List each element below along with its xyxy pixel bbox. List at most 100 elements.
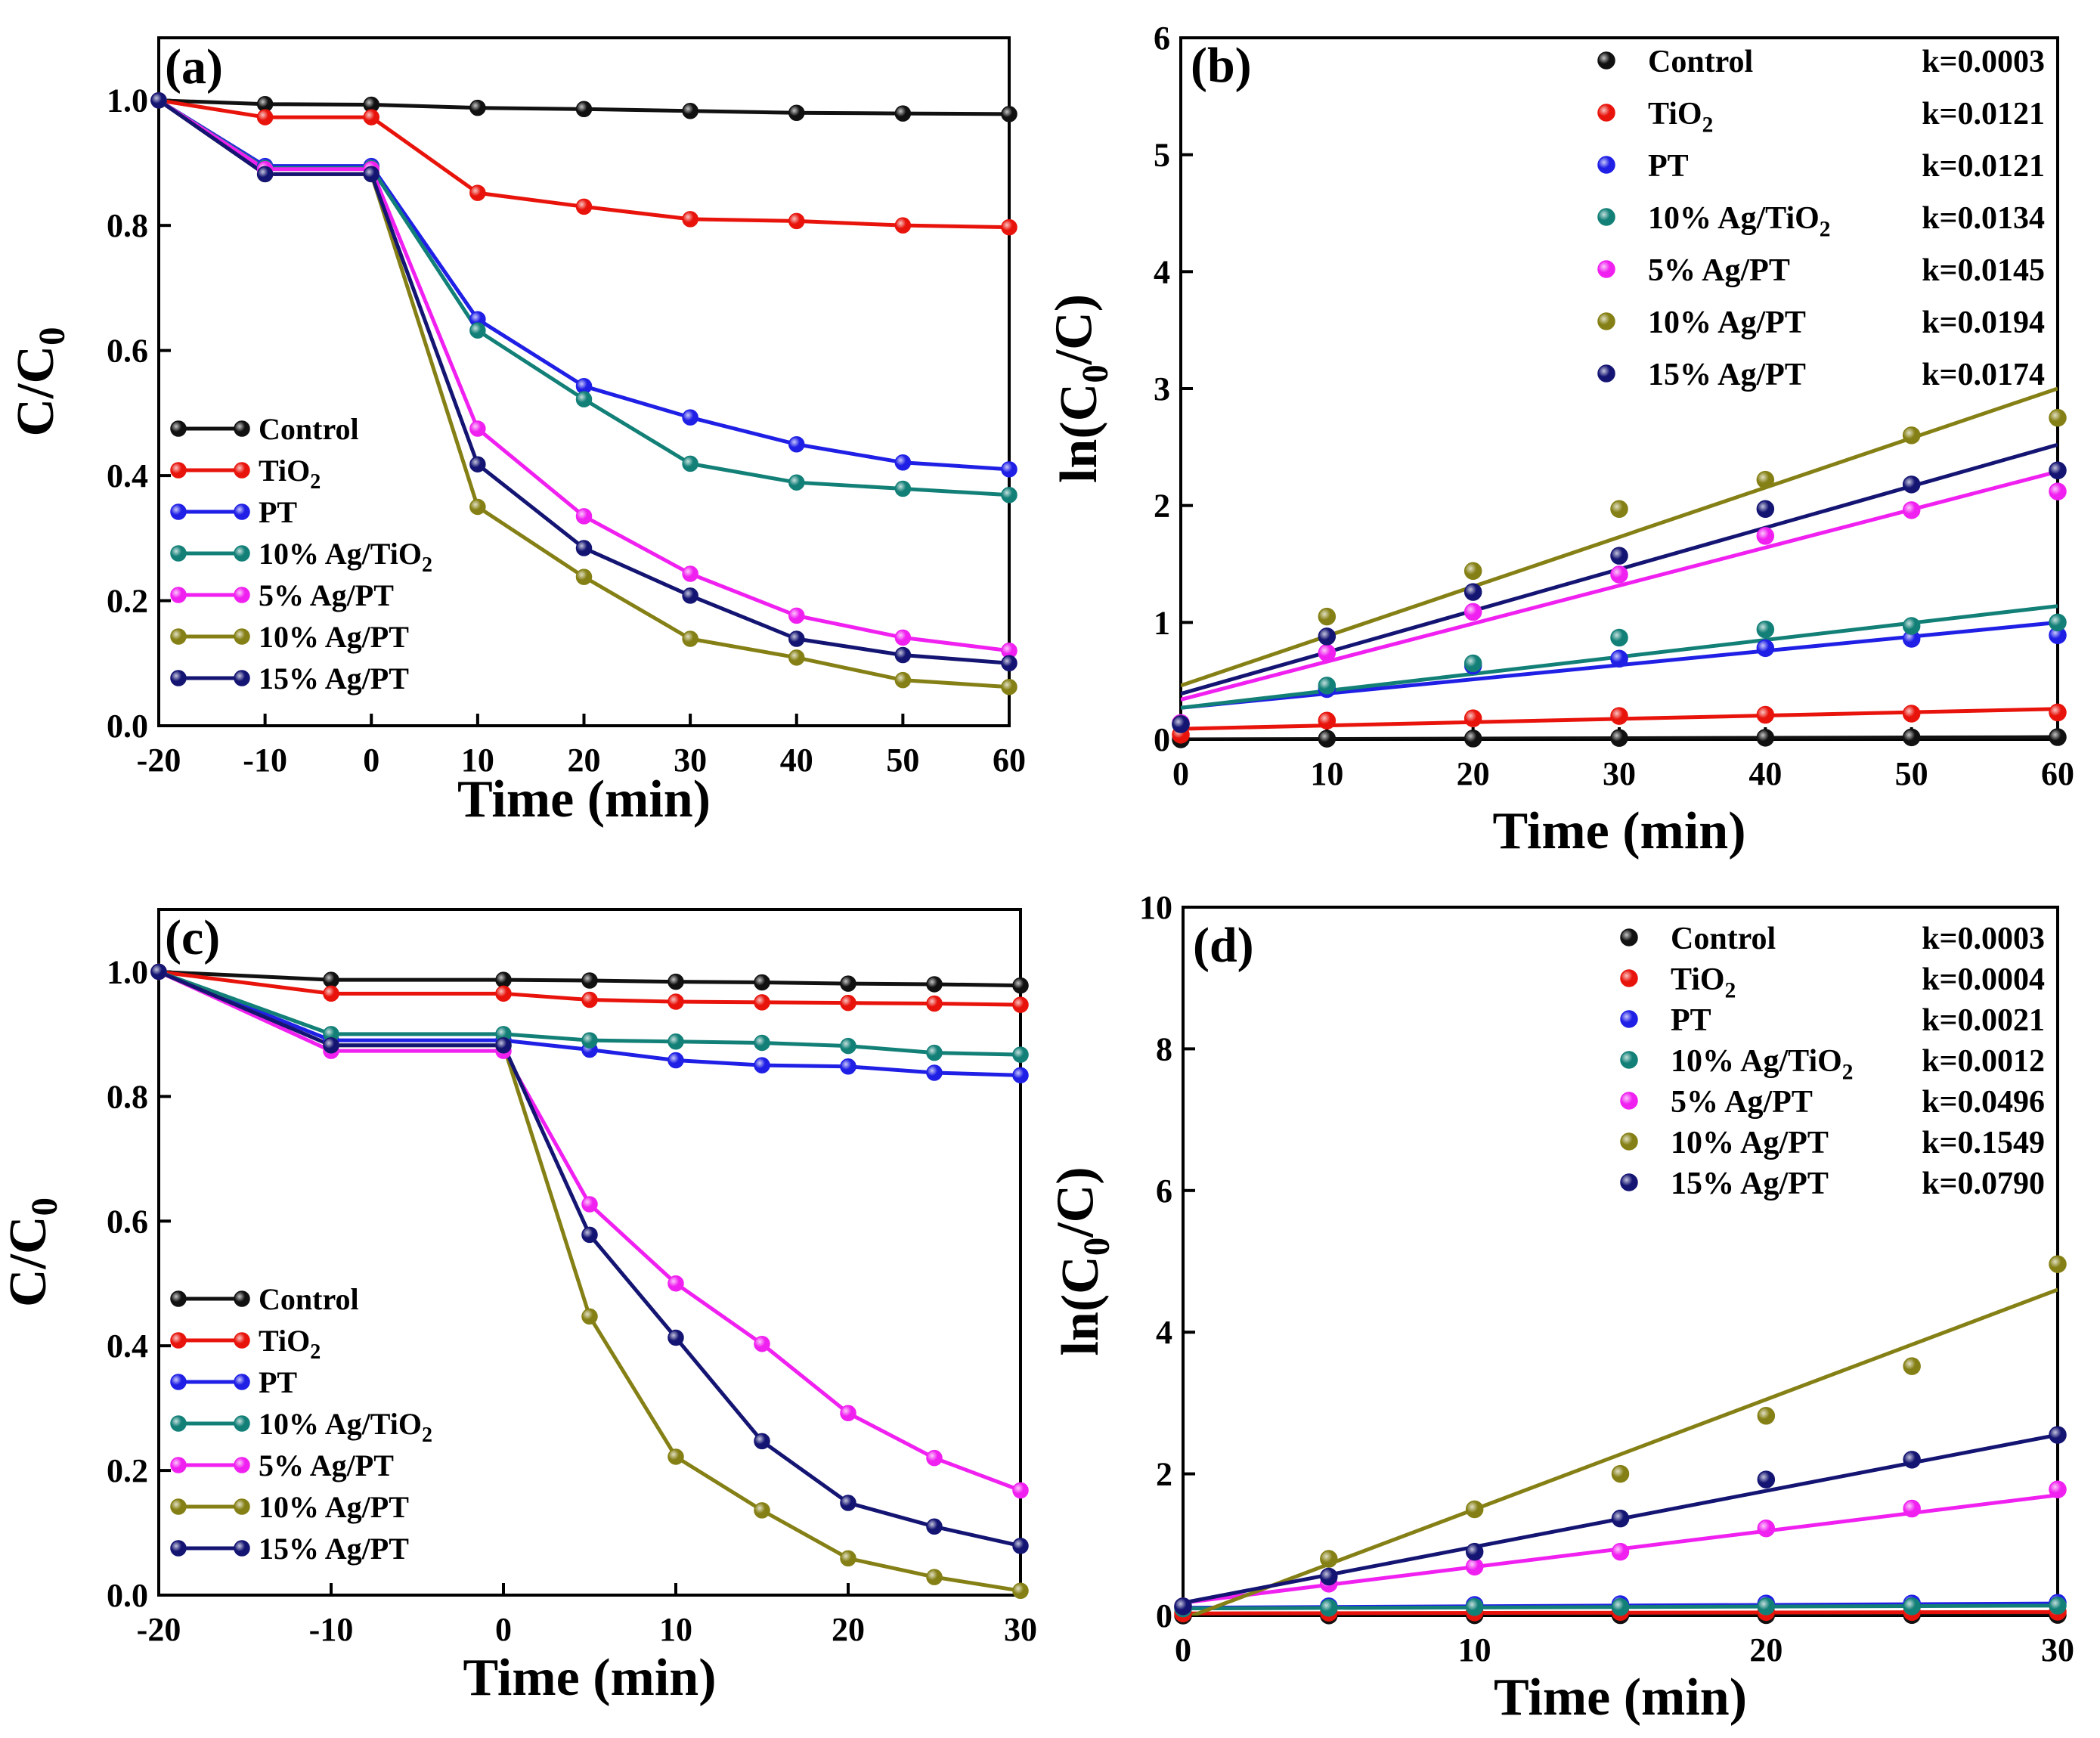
data-point-pt [788, 435, 805, 453]
data-point-15pct-ag-pt [256, 166, 274, 183]
data-point-control [1756, 729, 1775, 747]
y-axis-title-subscript: 0 [1076, 1238, 1117, 1256]
y-axis-title-subscript: 0 [31, 327, 73, 345]
data-point-10pct-ag-pt [926, 1569, 943, 1585]
legend-marker-5pct-ag-pt [234, 587, 250, 603]
legend-k-value-control: k=0.0003 [1922, 922, 2045, 956]
y-tick-label: 8 [1156, 1030, 1172, 1067]
legend-label-control-main: Control [1671, 922, 1776, 956]
data-point-10pct-ag-pt [1318, 607, 1337, 626]
legend-label-control-main: Control [259, 1282, 359, 1316]
y-tick-label: 0.4 [107, 1328, 148, 1365]
data-point-15pct-ag-pt [150, 91, 167, 109]
data-point-10pct-ag-pt [1903, 1357, 1921, 1375]
legend-label-10pct-ag-tio2-main: 10% Ag/TiO [1671, 1044, 1842, 1079]
legend-label-15pct-ag-pt: 15% Ag/PT [259, 1532, 409, 1566]
data-point-15pct-ag-pt [1172, 715, 1190, 733]
x-tick-label: 40 [780, 742, 813, 779]
data-point-5pct-ag-pt [1465, 1557, 1484, 1576]
x-axis-title: Time (min) [1494, 1668, 1747, 1727]
y-axis-title-part: ln(C [1052, 1256, 1110, 1355]
legend-marker-control [1597, 51, 1615, 70]
x-tick-label: 60 [993, 742, 1026, 779]
legend-marker-pt [1597, 156, 1615, 174]
legend-label-control-main: Control [259, 412, 359, 446]
data-point-10pct-ag-pt [1012, 1582, 1029, 1599]
legend-label-10pct-ag-pt-main: 10% Ag/PT [259, 1490, 409, 1524]
legend-label-tio2: TiO2 [259, 454, 321, 494]
data-point-10pct-ag-pt [788, 649, 805, 666]
data-point-control [1902, 728, 1921, 747]
data-point-control [2049, 728, 2067, 746]
legend-marker-10pct-ag-tio2 [170, 1415, 187, 1432]
data-point-control [926, 976, 943, 993]
legend-label-tio2-subscript: 2 [310, 470, 321, 494]
x-tick-label: -10 [243, 742, 287, 779]
data-point-15pct-ag-pt [1757, 1470, 1776, 1489]
x-tick-label: 40 [1748, 755, 1782, 792]
data-point-10pct-ag-pt [2049, 408, 2067, 427]
data-point-10pct-ag-tio2 [894, 480, 912, 497]
legend-marker-control [170, 1290, 187, 1307]
x-tick-label: 10 [1310, 755, 1343, 792]
x-tick-label: 30 [674, 742, 707, 779]
legend-marker-5pct-ag-pt [234, 1457, 250, 1473]
legend-label-pt-main: PT [259, 495, 297, 529]
data-point-10pct-ag-pt [1610, 500, 1628, 519]
legend-marker-5pct-ag-pt [170, 587, 187, 603]
legend-label-5pct-ag-pt: 5% Ag/PT [1671, 1085, 1813, 1120]
data-point-5pct-ag-pt [469, 420, 486, 437]
legend-label-tio2: TiO2 [1648, 97, 1713, 137]
legend-label-15pct-ag-pt-main: 15% Ag/PT [259, 1532, 409, 1566]
data-point-5pct-ag-pt [1756, 527, 1775, 545]
x-tick-label: 0 [1172, 755, 1189, 792]
data-point-tio2 [754, 994, 770, 1011]
data-point-10pct-ag-tio2 [682, 455, 698, 472]
data-point-15pct-ag-pt [894, 646, 912, 664]
y-tick-label: 6 [1154, 20, 1170, 57]
data-point-10pct-ag-tio2 [1320, 1598, 1338, 1617]
data-point-pt [926, 1064, 943, 1081]
y-tick-label: 2 [1156, 1456, 1172, 1493]
x-tick-label: 30 [1603, 755, 1636, 792]
data-point-10pct-ag-pt [682, 630, 698, 647]
legend-label-10pct-ag-tio2: 10% Ag/TiO2 [1648, 201, 1830, 241]
y-tick-label: 2 [1154, 488, 1170, 525]
data-point-5pct-ag-pt [1757, 1519, 1776, 1538]
data-point-15pct-ag-pt [323, 1037, 339, 1054]
data-point-10pct-ag-tio2 [754, 1034, 770, 1052]
data-point-10pct-ag-tio2 [469, 322, 486, 339]
data-point-control [323, 971, 339, 988]
legend-marker-5pct-ag-pt [170, 1457, 187, 1473]
legend-marker-10pct-ag-tio2 [1597, 208, 1615, 226]
legend-label-10pct-ag-tio2-main: 10% Ag/TiO [1648, 201, 1820, 236]
y-tick-label: 4 [1156, 1314, 1172, 1351]
data-point-10pct-ag-tio2 [1318, 677, 1337, 695]
data-point-15pct-ag-pt [1902, 476, 1921, 494]
data-point-10pct-ag-pt [1463, 562, 1482, 581]
x-tick-label: 10 [659, 1611, 692, 1648]
data-point-5pct-ag-pt [754, 1335, 770, 1352]
legend-label-5pct-ag-pt-main: 5% Ag/PT [259, 578, 394, 612]
data-point-tio2 [926, 995, 943, 1012]
y-axis-title-part: ln(C [1050, 383, 1108, 483]
y-tick-label: 1 [1154, 604, 1170, 641]
legend-marker-10pct-ag-pt [170, 1498, 187, 1515]
legend-label-5pct-ag-pt: 5% Ag/PT [259, 1448, 394, 1482]
data-point-control [575, 101, 593, 118]
data-point-10pct-ag-pt [2049, 1255, 2067, 1273]
data-point-control [1318, 730, 1337, 748]
y-tick-label: 5 [1154, 137, 1170, 174]
data-point-pt [1610, 649, 1628, 668]
y-tick-label: 6 [1156, 1173, 1172, 1210]
data-point-tio2 [469, 184, 486, 201]
data-point-pt [894, 454, 912, 471]
data-point-15pct-ag-pt [1611, 1509, 1630, 1528]
legend-marker-10pct-ag-pt [234, 1498, 250, 1515]
data-point-15pct-ag-pt [667, 1329, 684, 1346]
legend-marker-10pct-ag-pt [1620, 1132, 1638, 1151]
